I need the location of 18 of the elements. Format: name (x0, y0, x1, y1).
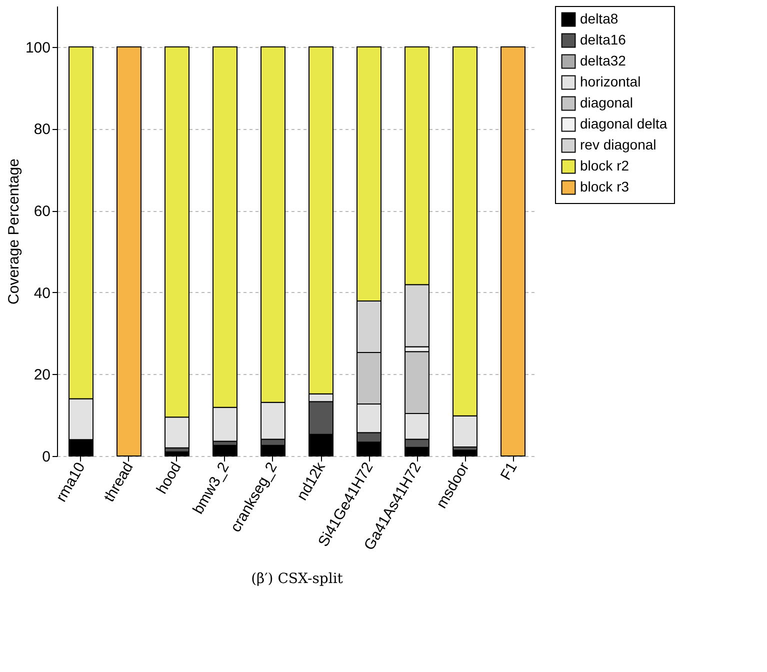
legend-label: diagonal delta (580, 116, 668, 132)
y-tick-label: 80 (34, 121, 50, 138)
y-tick-label: 100 (25, 39, 50, 56)
legend-label: block r2 (580, 158, 630, 174)
y-tick-label: 0 (42, 448, 50, 466)
y-tick-label: 40 (34, 284, 50, 302)
legend-label: rev diagonal (580, 136, 656, 152)
legend-label: block r3 (580, 178, 630, 194)
y-axis-title: Coverage Percentage (5, 158, 22, 304)
x-tick-label: F1 (497, 460, 521, 484)
y-tick-label: 60 (34, 203, 50, 220)
y-tick-label: 20 (34, 366, 50, 384)
legend-label: delta16 (580, 32, 626, 48)
legend-label: delta8 (580, 10, 618, 26)
legend-label: delta32 (580, 52, 626, 68)
text: (β′) CSX-split (251, 571, 344, 588)
legend-label: horizontal (580, 74, 641, 90)
legend-label: diagonal (580, 94, 633, 110)
